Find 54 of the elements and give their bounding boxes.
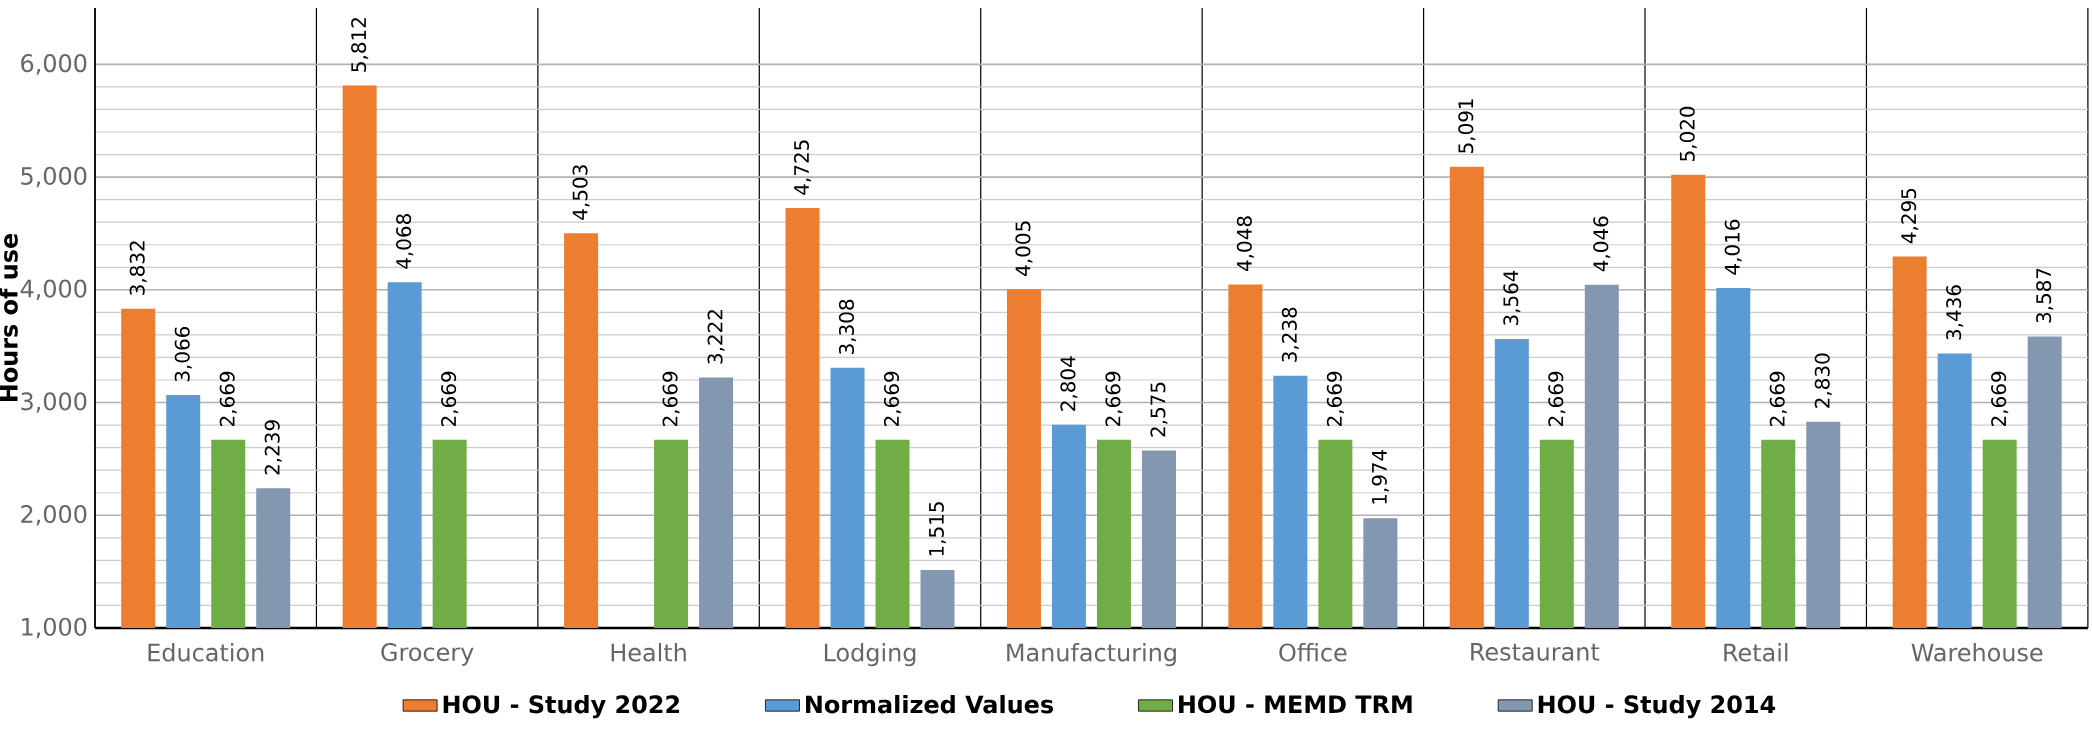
x-tick-label: Warehouse xyxy=(1911,643,2043,662)
x-tick-label: Office xyxy=(1279,643,1347,662)
data-label: 1,515 xyxy=(929,502,946,556)
y-tick-label: 5,000 xyxy=(21,166,87,188)
data-label: 3,308 xyxy=(838,299,857,354)
data-label: 3,564 xyxy=(1503,270,1521,326)
data-label: 4,005 xyxy=(1015,221,1033,276)
data-label: 3,238 xyxy=(1281,307,1299,362)
data-label: 3,066 xyxy=(174,326,192,382)
data-label: 4,016 xyxy=(1724,219,1742,275)
data-label: 4,503 xyxy=(572,165,590,220)
data-label: 2,575 xyxy=(1150,382,1168,437)
legend-label: HOU - MEMD TRM xyxy=(1179,695,1412,714)
legend-label: Normalized Values xyxy=(806,694,1053,714)
data-label: 4,048 xyxy=(1236,216,1254,272)
data-label: 4,295 xyxy=(1901,188,1919,244)
data-label: 2,669 xyxy=(1326,371,1344,426)
y-tick-label: 4,000 xyxy=(20,279,87,301)
data-label: 2,804 xyxy=(1060,356,1078,411)
data-label: 2,669 xyxy=(441,371,459,426)
data-label: 1,974 xyxy=(1371,449,1389,504)
data-label: 2,669 xyxy=(1105,371,1123,426)
data-label: 2,669 xyxy=(662,371,680,426)
data-label: 2,239 xyxy=(264,420,282,475)
y-tick-label: 6,000 xyxy=(21,54,87,75)
data-label: 5,091 xyxy=(1458,99,1476,153)
x-tick-label: Education xyxy=(148,643,264,662)
data-label: 2,669 xyxy=(1991,371,2009,426)
data-label: 2,669 xyxy=(883,371,902,426)
y-tick-label: 2,000 xyxy=(21,505,87,526)
x-tick-label: Grocery xyxy=(381,643,474,666)
data-label: 3,587 xyxy=(2036,268,2054,323)
data-label: 4,725 xyxy=(793,140,812,195)
data-label: 2,830 xyxy=(1814,353,1832,408)
y-tick-label: 1,000 xyxy=(22,617,87,639)
data-label: 3,832 xyxy=(129,241,147,295)
y-axis-title: Hours of use xyxy=(0,233,18,402)
x-tick-label: Restaurant xyxy=(1471,643,1600,661)
data-label: 3,222 xyxy=(707,310,725,364)
data-label: 5,812 xyxy=(351,18,369,72)
data-label: 4,046 xyxy=(1593,216,1611,272)
data-label: 4,068 xyxy=(396,214,414,269)
x-tick-label: Manufacturing xyxy=(1007,643,1176,667)
x-tick-label: Lodging xyxy=(824,643,916,667)
data-label: 5,020 xyxy=(1679,106,1697,161)
data-label: 2,669 xyxy=(1548,371,1566,426)
y-tick-label: 3,000 xyxy=(21,392,87,413)
legend-label: HOU - Study 2022 xyxy=(443,694,680,719)
legend-label: HOU - Study 2014 xyxy=(1538,694,1776,719)
data-label: 2,669 xyxy=(1769,371,1787,426)
x-tick-label: Health xyxy=(611,643,686,662)
x-tick-label: Retail xyxy=(1724,643,1788,662)
data-label: 2,669 xyxy=(219,371,237,426)
data-label: 3,436 xyxy=(1946,285,1964,340)
